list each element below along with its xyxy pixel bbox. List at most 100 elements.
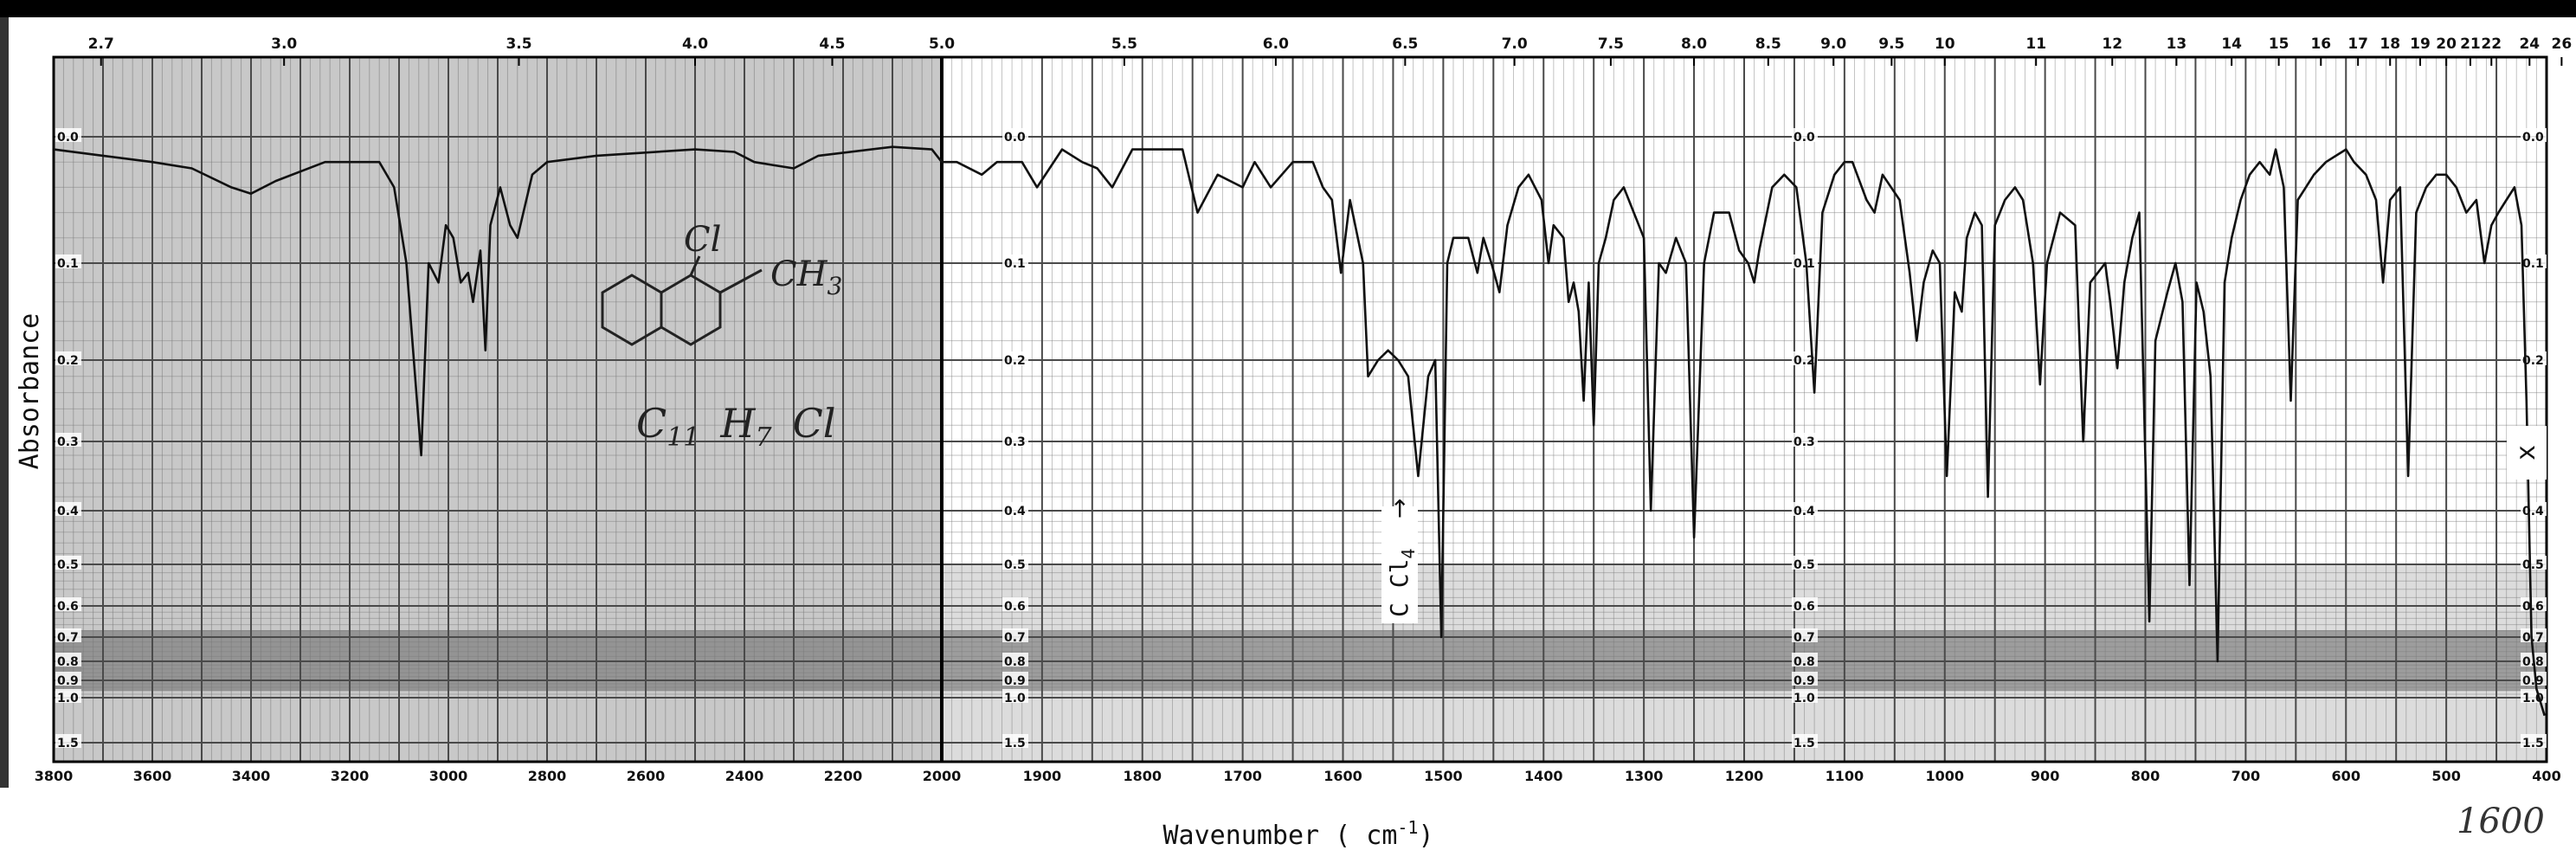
y-tick-label-bg <box>2521 672 2547 686</box>
y-tick-label-bg <box>1792 433 1818 447</box>
y-tick-label: 0.9 <box>57 674 79 688</box>
y-tick-label: 0.1 <box>1794 257 1815 271</box>
spectrum-trace <box>53 145 2546 717</box>
plot-frame <box>52 55 2548 763</box>
bottom-tick-label: 900 <box>2031 768 2059 784</box>
y-tick-label-bg <box>1002 254 1028 268</box>
bottom-tick-label: 2200 <box>824 768 863 784</box>
y-tick-label-bg <box>1002 351 1028 365</box>
y-tick-label-bg <box>2521 502 2547 516</box>
x-axis-label-main: Wavenumber ( cm <box>1162 821 1397 851</box>
top-tick-label: 17 <box>2347 35 2368 53</box>
y-tick-label: 0.4 <box>1004 505 1026 518</box>
top-tick-label: 2.7 <box>88 35 114 53</box>
y-tick-label-bg <box>55 254 81 268</box>
solvent-label: C Cl4 → <box>1381 499 1419 623</box>
y-tick-label: 0.1 <box>1004 257 1026 271</box>
solvent-label-box <box>1381 506 1418 623</box>
bottom-tick-label: 1700 <box>1223 768 1262 784</box>
bottom-tick-label: 600 <box>2332 768 2360 784</box>
y-tick-label-bg <box>2521 628 2547 642</box>
bottom-tick-labels: 3800 3600 3400 3200 3000 2800 2600 2400 2200 2000… <box>35 768 2561 784</box>
top-tick-label: 4.0 <box>682 35 708 53</box>
y-tick-label-bg <box>1792 254 1818 268</box>
top-tick-label: 8.0 <box>1681 35 1707 53</box>
formula-cl: Cl <box>793 400 836 447</box>
y-tick-label: 0.5 <box>57 558 79 572</box>
y-tick-label: 0.0 <box>1004 131 1026 145</box>
solvent-arrow: → <box>1385 499 1414 518</box>
y-tick-label-bg <box>55 556 81 570</box>
top-tick-label: 19 <box>2410 35 2431 53</box>
y-tick-label-bg <box>2521 734 2547 748</box>
y-tick-label-bg <box>1792 689 1818 703</box>
y-tick-label: 0.2 <box>2522 354 2544 368</box>
y-tick-label-bg <box>1002 734 1028 748</box>
top-tick-label: 4.5 <box>819 35 845 53</box>
bottom-tick-label: 1900 <box>1023 768 1062 784</box>
y-tick-label: 0.9 <box>2522 674 2544 688</box>
bottom-tick-label: 1500 <box>1424 768 1463 784</box>
top-tick-label: 21 <box>2460 35 2481 53</box>
bottom-tick-label: 1300 <box>1625 768 1664 784</box>
y-tick-label-bg <box>1792 628 1818 642</box>
x-axis-label-superscript: -1 <box>1397 817 1418 838</box>
solvent-main: C Cl <box>1385 559 1414 617</box>
structure-methyl-bond <box>719 268 763 294</box>
y-tick-label-bg <box>55 433 81 447</box>
y-tick-label-bg <box>1002 556 1028 570</box>
y-tick-label-bg <box>1792 734 1818 748</box>
top-tick-label: 3.5 <box>506 35 531 53</box>
y-axis-label: Absorbance <box>15 313 45 470</box>
left-edge-strip <box>0 17 9 788</box>
x-axis-label-close: ) <box>1418 821 1433 851</box>
top-tick-label: 3.0 <box>271 35 297 53</box>
top-tick-label: 5.5 <box>1111 35 1137 53</box>
y-tick-label-bg <box>1002 628 1028 642</box>
bottom-tick-label: 500 <box>2431 768 2460 784</box>
y-tick-label: 1.5 <box>2522 737 2544 750</box>
bottom-tick-label: 3200 <box>331 768 370 784</box>
y-tick-label-bg <box>2521 556 2547 570</box>
y-tick-label: 0.6 <box>1794 600 1815 614</box>
y-tick-label: 0.0 <box>1794 131 1815 145</box>
structure-methyl-label: CH3 <box>770 254 842 300</box>
y-tick-label: 0.7 <box>1794 631 1815 645</box>
structure-methyl-main: CH <box>770 254 828 294</box>
bottom-tick-label: 1600 <box>1323 768 1362 784</box>
y-tick-label: 0.3 <box>1794 435 1815 449</box>
top-tick-label: 14 <box>2221 35 2242 53</box>
y-tick-label-bg <box>55 128 81 142</box>
bottom-tick-label: 3800 <box>35 768 74 784</box>
top-tick-label: 8.5 <box>1755 35 1781 53</box>
structure-cl-bond <box>689 255 701 276</box>
y-tick-label-bg <box>1002 433 1028 447</box>
y-tick-label: 0.2 <box>57 354 79 368</box>
top-tick-label: 13 <box>2167 35 2187 53</box>
y-tick-label: 0.5 <box>1004 558 1026 572</box>
y-tick-label-bg <box>55 597 81 611</box>
y-tick-label: 0.6 <box>1004 600 1026 614</box>
bottom-tick-label: 1800 <box>1123 768 1162 784</box>
right-marker-box <box>2507 426 2547 480</box>
top-tick-label: 7.0 <box>1502 35 1528 53</box>
y-tick-label: 0.2 <box>1794 354 1815 368</box>
top-tick-label: 10 <box>1935 35 1955 53</box>
y-tick-label-bg <box>1792 502 1818 516</box>
top-tick-label: 9.0 <box>1820 35 1846 53</box>
top-tick-label: 18 <box>2380 35 2400 53</box>
y-tick-label: 0.7 <box>57 631 79 645</box>
top-tick-label: 16 <box>2310 35 2331 53</box>
y-tick-label-bg <box>1792 128 1818 142</box>
y-tick-label-bg <box>55 734 81 748</box>
structure-methyl-sub: 3 <box>828 272 843 300</box>
bottom-tick-label: 1400 <box>1524 768 1563 784</box>
formula-c-sub: 11 <box>667 422 699 453</box>
bottom-tick-label: 800 <box>2131 768 2160 784</box>
y-tick-label: 1.0 <box>1794 692 1815 705</box>
y-tick-label: 1.5 <box>57 737 79 750</box>
y-tick-label: 0.9 <box>1794 674 1815 688</box>
top-tick-label: 6.5 <box>1392 35 1418 53</box>
y-tick-label: 0.1 <box>57 257 79 271</box>
